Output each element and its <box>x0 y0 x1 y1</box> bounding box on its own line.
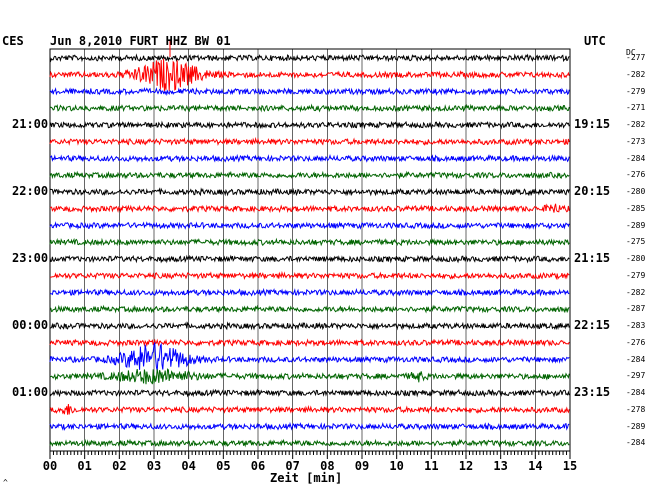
dc-offset-label: -297 <box>626 371 646 381</box>
left-hour-label: 22:00 <box>12 184 49 198</box>
dc-offset-label: -284 <box>626 438 646 448</box>
x-tick-label: 14 <box>528 459 543 473</box>
x-tick-label: 10 <box>389 459 404 473</box>
seismic-trace <box>49 58 570 92</box>
x-tick-label: 03 <box>146 459 162 473</box>
seismic-trace <box>50 321 570 331</box>
grid <box>84 49 536 451</box>
seismic-trace <box>49 87 570 97</box>
seismic-trace <box>49 388 570 398</box>
dc-offset-label: -287 <box>626 304 646 314</box>
seismic-trace <box>49 136 570 147</box>
x-tick-label: 11 <box>424 459 439 473</box>
dc-offset-label: -280 <box>626 254 646 263</box>
seismic-trace <box>49 203 570 214</box>
right-hour-label: 20:15 <box>574 184 611 198</box>
dc-header: DC <box>626 48 636 57</box>
dc-offset-label: -282 <box>626 69 646 79</box>
dc-offset-label: -273 <box>626 136 646 146</box>
x-tick-label: 00 <box>42 459 58 473</box>
right-hour-label: 19:15 <box>574 117 611 131</box>
footer-mark: ^ <box>3 478 8 487</box>
dc-offset-label: -280 <box>626 187 646 196</box>
x-axis-label: Zeit [min] <box>270 471 343 485</box>
dc-offset-label: -284 <box>626 354 646 364</box>
left-hour-label: 21:00 <box>12 117 49 131</box>
x-ticks <box>49 451 571 459</box>
dc-offset-label: -279 <box>626 270 646 280</box>
seismic-trace <box>49 153 570 163</box>
dc-offset-label: -275 <box>626 237 646 247</box>
right-hour-label: 22:15 <box>574 318 611 332</box>
seismic-trace <box>49 237 570 247</box>
seismic-trace <box>49 187 570 197</box>
seismic-trace <box>49 304 570 314</box>
seismic-trace <box>49 338 570 348</box>
seismic-trace <box>49 287 570 297</box>
seismic-trace <box>49 368 570 385</box>
seismic-trace <box>49 421 570 431</box>
dc-offset-label: -284 <box>626 153 646 163</box>
seismic-trace <box>49 270 570 281</box>
x-tick-label: 07 <box>285 459 300 473</box>
x-tick-label: 12 <box>458 459 474 473</box>
dc-offset-label: -279 <box>626 86 646 96</box>
dc-offset-label: -271 <box>626 103 646 113</box>
dc-offset-label: -285 <box>626 203 646 213</box>
dc-offset-label: -283 <box>626 321 646 330</box>
dc-offset-label: -289 <box>626 220 646 230</box>
dc-offset-label: -284 <box>626 388 646 397</box>
seismic-trace <box>49 170 570 180</box>
dc-offset-label: -282 <box>626 287 646 297</box>
left-hour-label: 00:00 <box>12 318 49 332</box>
x-tick-label: 09 <box>354 459 370 473</box>
x-tick-label: 02 <box>112 459 127 473</box>
x-tick-label: 04 <box>181 459 196 473</box>
seismic-trace <box>49 53 570 63</box>
right-hour-label: 23:15 <box>574 385 611 399</box>
seismic-trace <box>49 221 570 230</box>
left-hour-label: 01:00 <box>12 385 49 399</box>
chart-title: Jun 8,2010 FURT HHZ BW 01 <box>50 34 231 48</box>
seismic-trace <box>49 438 570 448</box>
x-tick-label: 08 <box>320 459 335 473</box>
seismic-trace <box>49 120 570 130</box>
dc-offset-label: -278 <box>626 404 646 414</box>
dc-offset-label: -276 <box>626 337 646 347</box>
traces <box>49 53 570 448</box>
left-hour-label: 23:00 <box>12 251 49 265</box>
x-tick-label: 06 <box>250 459 266 473</box>
x-tick-label: 05 <box>216 459 231 473</box>
right-timezone: UTC <box>584 34 606 48</box>
seismic-trace <box>49 254 570 264</box>
x-tick-label: 13 <box>493 459 508 473</box>
seismic-trace <box>49 103 570 113</box>
seismic-trace <box>49 403 570 415</box>
dc-offset-label: -282 <box>626 120 646 129</box>
x-tick-label: 01 <box>77 459 92 473</box>
right-hour-label: 21:15 <box>574 251 611 265</box>
dc-offset-label: -276 <box>626 170 646 180</box>
dc-offset-label: -289 <box>626 421 646 431</box>
seismic-trace <box>49 341 570 372</box>
x-tick-label: 15 <box>562 459 578 473</box>
dc-offset-label: -277 <box>626 53 646 62</box>
left-timezone: CES <box>2 34 24 48</box>
plot-frame <box>49 48 571 452</box>
